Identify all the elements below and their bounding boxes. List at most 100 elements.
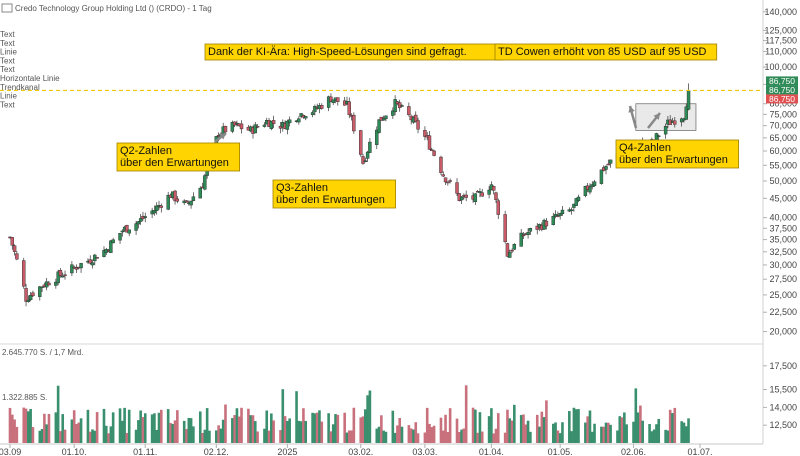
candle-body (271, 120, 276, 124)
drawing-tool-label[interactable]: Horizontale Linie (0, 74, 60, 83)
volume-bar (198, 411, 202, 443)
candle-body (361, 156, 365, 164)
volume-bar (607, 422, 610, 443)
volume-bar (602, 426, 606, 443)
volume-bar (155, 429, 159, 443)
candle-body (74, 267, 79, 270)
price-badge-label: 86,750 (769, 76, 795, 86)
volume-bar (247, 408, 250, 443)
drawing-tool-label[interactable]: Linie (0, 48, 17, 57)
volume-bar (318, 410, 321, 443)
volume-bar (256, 431, 259, 443)
x-tick-label: 03.03. (412, 447, 437, 456)
x-tick-label: 03.02. (348, 447, 373, 456)
drawing-tool-label[interactable]: Text (0, 39, 15, 48)
candle-body (606, 163, 611, 166)
volume-bar (666, 430, 670, 443)
candle-body (313, 106, 317, 112)
candle-body (203, 175, 207, 190)
volume-bar (79, 418, 83, 443)
volume-bar (574, 409, 578, 443)
chart-title: Credo Technology Group Holding Ltd () (C… (15, 4, 212, 13)
volume-bar (359, 417, 363, 443)
volume-bar (554, 422, 557, 443)
candle-body (423, 130, 427, 137)
candle-body (125, 225, 129, 233)
candle-body (12, 245, 17, 252)
volume-bar (187, 417, 191, 443)
volume-tick-label: 14,000 (769, 402, 797, 412)
candle-body (329, 96, 333, 102)
volume-bar (632, 421, 635, 443)
annotation-text: Q4-Zahlen (619, 142, 671, 154)
candle-body (478, 191, 482, 193)
drawing-tool-label[interactable]: Text (0, 30, 15, 39)
volume-bar (313, 413, 317, 443)
volume-bar (641, 420, 644, 443)
candle-body (363, 160, 368, 162)
annotation-box[interactable] (116, 142, 240, 172)
candle-body (189, 200, 193, 206)
drawing-tool-label[interactable]: Trendkanal (0, 83, 40, 92)
candle-body (127, 229, 131, 234)
candle-body (15, 253, 19, 260)
volume-bar (535, 414, 539, 443)
volume-bar (121, 420, 124, 443)
volume-bar (297, 420, 301, 443)
x-tick-label: 01.05. (548, 447, 573, 456)
volume-bar (480, 431, 484, 443)
candle-body (528, 228, 533, 232)
candle-body (535, 225, 539, 230)
volume-bar (529, 431, 532, 443)
volume-bar (141, 417, 145, 443)
volume-bar (265, 410, 269, 443)
candle-body (510, 249, 514, 252)
candle-body (304, 116, 308, 119)
volume-bar (8, 407, 12, 443)
annotation-text: über den Erwartungen (276, 194, 385, 206)
candle-body (28, 295, 33, 301)
volume-bar (272, 420, 275, 443)
title-icon (1, 3, 13, 13)
drawing-tool-label[interactable]: Linie (0, 92, 17, 101)
drawing-tool-label[interactable]: Text (0, 65, 15, 74)
annotation-arrowhead (628, 106, 635, 113)
candle-body (253, 124, 257, 134)
candle-body (26, 299, 31, 302)
volume-bar (618, 416, 622, 443)
volume-bar (24, 408, 28, 443)
candle-body (56, 271, 60, 284)
candle-body (464, 194, 468, 198)
volume-bar (680, 421, 683, 443)
annotations-layer: Dank der KI-Ära: High-Speed-Lösungen sin… (116, 43, 739, 209)
plot-background (0, 0, 763, 444)
y-tick-label: 140,000 (764, 7, 797, 17)
candle-body (427, 135, 432, 150)
candle-body (391, 110, 395, 116)
annotation-box[interactable] (615, 139, 739, 169)
volume-bar (604, 422, 608, 443)
drawing-tool-label[interactable]: Text (0, 100, 15, 109)
volume-bar (471, 407, 475, 443)
volume-bar (439, 417, 443, 443)
volume-bar (455, 418, 459, 443)
volume-bar (650, 431, 654, 443)
volume-bar (320, 421, 324, 443)
candle-body (155, 205, 159, 211)
y-tick-label: 22,500 (769, 307, 797, 317)
candle-body (473, 193, 478, 202)
volume-bar (109, 426, 113, 443)
volume-bar (137, 420, 140, 443)
volume-bar (70, 419, 74, 443)
annotation-box[interactable] (494, 43, 718, 61)
annotation-box[interactable] (272, 179, 396, 209)
candle-body (118, 233, 122, 241)
volume-bar (396, 425, 399, 443)
candle-body (159, 205, 163, 208)
volume-bar (540, 411, 544, 443)
candle-body (138, 218, 143, 222)
candle-body (63, 274, 67, 276)
drawing-tool-label[interactable]: Text (0, 56, 15, 65)
volume-bar (47, 413, 51, 443)
x-tick-label: 01.04. (479, 447, 504, 456)
